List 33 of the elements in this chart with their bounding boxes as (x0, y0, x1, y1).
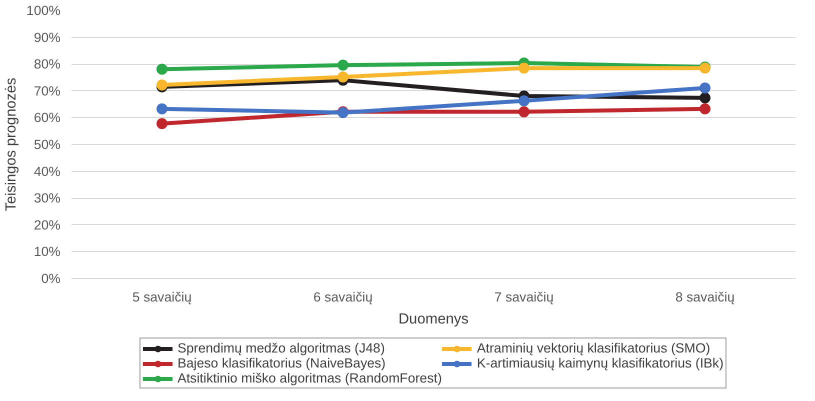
legend-label: Sprendimų medžo algoritmas (J48) (177, 340, 385, 356)
y-tick-label: 70% (34, 83, 61, 98)
x-tick-label: 5 savaičių (132, 290, 192, 304)
y-tick-label: 0% (41, 271, 61, 286)
y-tick-label: 30% (34, 190, 61, 206)
x-tick-label: 8 savaičių (675, 290, 735, 304)
point (156, 118, 168, 130)
point (700, 103, 710, 114)
point (156, 64, 168, 75)
x-tick-label: 7 savaičių (494, 290, 554, 304)
y-tick-label: 90% (34, 30, 61, 45)
legend-label: K-artimiausių kaimynų klasifikatorius (IBk) (476, 356, 724, 370)
point (518, 62, 530, 74)
legend-label: Atraminių vektorių klasifikatorius (SMO) (476, 340, 710, 356)
y-tick-label: 20% (34, 217, 61, 232)
point (518, 95, 530, 106)
x-tick-label: 6 savaičių (313, 290, 373, 304)
point (338, 60, 348, 71)
y-axis-title: Teisingos prognozės (3, 78, 20, 212)
point (518, 106, 530, 118)
point (700, 82, 710, 94)
y-tick-label: 40% (34, 164, 61, 179)
y-tick-label: 50% (34, 137, 61, 152)
point (156, 103, 168, 114)
point (338, 71, 348, 82)
x-axis-title: Duomenys (398, 312, 469, 328)
y-tick-label: 100% (26, 3, 61, 18)
point (700, 92, 710, 104)
y-tick-label: 60% (34, 110, 61, 126)
y-tick-label: 10% (34, 244, 61, 260)
legend-label: Bajeso klasifikatorius (NaiveBayes) (177, 356, 386, 370)
y-tick-label: 80% (34, 56, 61, 72)
legend-label: Atsitiktinio miško algoritmas (RandomForest) (177, 370, 442, 386)
